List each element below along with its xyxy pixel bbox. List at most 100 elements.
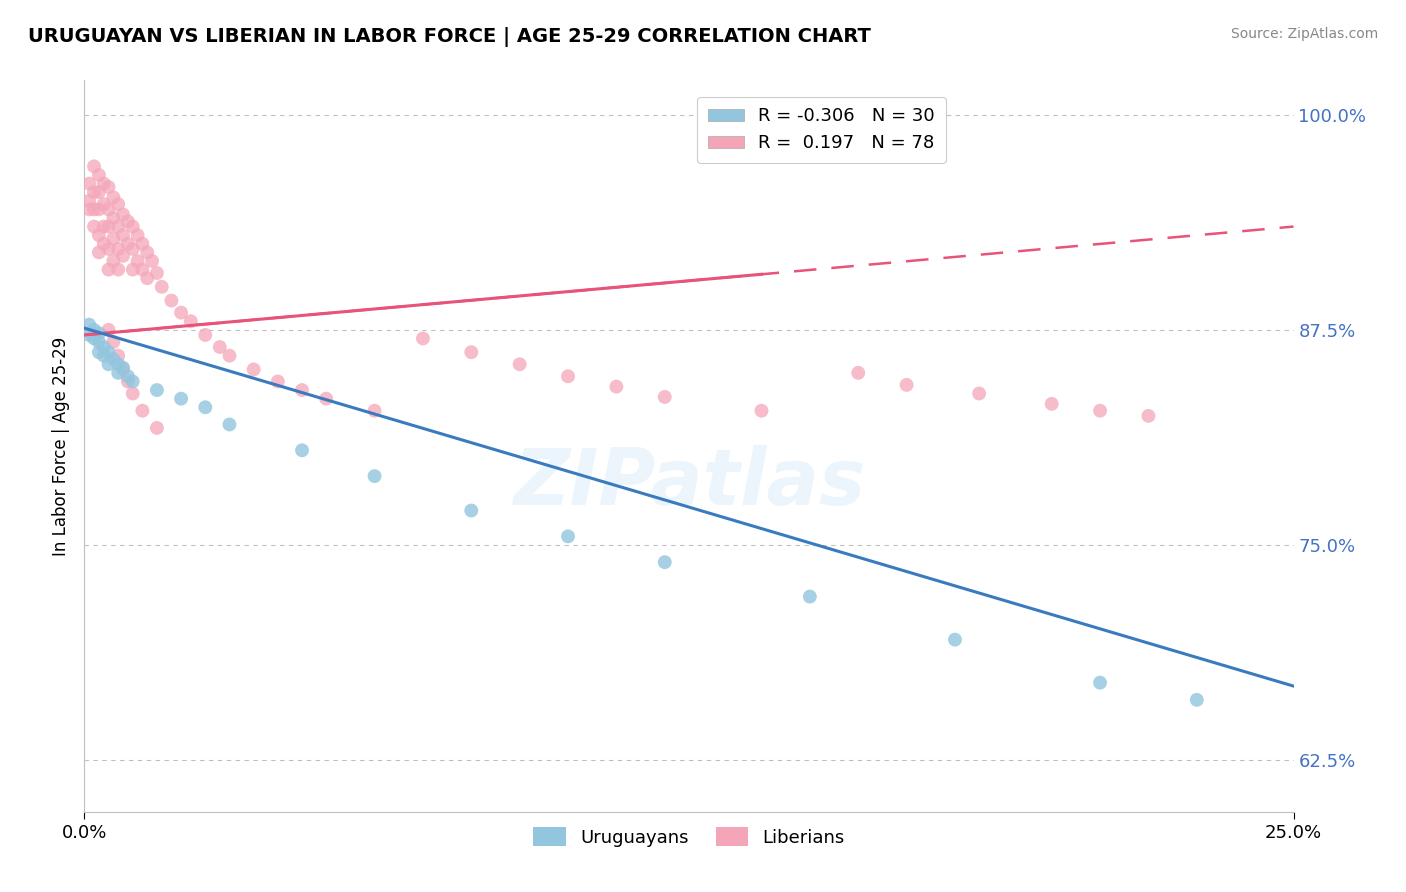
- Point: [121, 242, 143, 256]
- Point: [896, 378, 918, 392]
- Point: [83, 323, 105, 337]
- Point: [83, 202, 105, 217]
- Point: [1088, 403, 1111, 417]
- Text: ZIPatlas: ZIPatlas: [513, 444, 865, 521]
- Point: [103, 190, 125, 204]
- Point: [967, 386, 990, 401]
- Point: [242, 362, 264, 376]
- Point: [87, 345, 110, 359]
- Point: [605, 379, 627, 393]
- Point: [87, 168, 110, 182]
- Point: [97, 323, 120, 337]
- Point: [150, 280, 173, 294]
- Point: [291, 443, 314, 458]
- Point: [117, 375, 139, 389]
- Point: [557, 529, 579, 543]
- Point: [107, 366, 129, 380]
- Point: [103, 232, 125, 246]
- Point: [218, 349, 240, 363]
- Point: [1185, 693, 1208, 707]
- Point: [131, 403, 153, 417]
- Point: [87, 326, 110, 341]
- Point: [127, 254, 149, 268]
- Point: [363, 403, 385, 417]
- Point: [83, 219, 105, 234]
- Point: [121, 386, 143, 401]
- Point: [93, 340, 115, 354]
- Point: [146, 421, 169, 435]
- Point: [97, 345, 120, 359]
- Point: [460, 345, 482, 359]
- Point: [218, 417, 240, 432]
- Point: [103, 334, 125, 349]
- Text: Source: ZipAtlas.com: Source: ZipAtlas.com: [1230, 27, 1378, 41]
- Point: [87, 334, 110, 349]
- Point: [1040, 397, 1063, 411]
- Point: [107, 197, 129, 211]
- Point: [315, 392, 337, 406]
- Point: [180, 314, 202, 328]
- Point: [136, 245, 159, 260]
- Point: [112, 207, 135, 221]
- Point: [170, 305, 193, 319]
- Point: [77, 202, 100, 217]
- Point: [412, 331, 434, 345]
- Point: [93, 236, 115, 251]
- Point: [943, 632, 966, 647]
- Point: [97, 219, 120, 234]
- Point: [267, 375, 290, 389]
- Point: [87, 228, 110, 243]
- Point: [77, 318, 100, 332]
- Point: [112, 228, 135, 243]
- Point: [77, 177, 100, 191]
- Point: [208, 340, 231, 354]
- Point: [846, 366, 869, 380]
- Text: URUGUAYAN VS LIBERIAN IN LABOR FORCE | AGE 25-29 CORRELATION CHART: URUGUAYAN VS LIBERIAN IN LABOR FORCE | A…: [28, 27, 870, 46]
- Point: [87, 185, 110, 199]
- Point: [121, 219, 143, 234]
- Point: [93, 349, 115, 363]
- Point: [97, 357, 120, 371]
- Legend: Uruguayans, Liberians: Uruguayans, Liberians: [526, 820, 852, 854]
- Point: [654, 555, 676, 569]
- Point: [117, 214, 139, 228]
- Point: [107, 242, 129, 256]
- Point: [131, 236, 153, 251]
- Point: [170, 392, 193, 406]
- Point: [112, 360, 135, 375]
- Point: [131, 262, 153, 277]
- Point: [107, 219, 129, 234]
- Point: [83, 159, 105, 173]
- Point: [97, 202, 120, 217]
- Point: [103, 254, 125, 268]
- Point: [1137, 409, 1160, 423]
- Point: [117, 369, 139, 384]
- Point: [83, 185, 105, 199]
- Point: [557, 369, 579, 384]
- Point: [93, 219, 115, 234]
- Point: [146, 383, 169, 397]
- Point: [83, 331, 105, 345]
- Point: [146, 266, 169, 280]
- Point: [799, 590, 821, 604]
- Point: [93, 197, 115, 211]
- Point: [127, 228, 149, 243]
- Point: [87, 245, 110, 260]
- Point: [97, 242, 120, 256]
- Point: [103, 352, 125, 367]
- Y-axis label: In Labor Force | Age 25-29: In Labor Force | Age 25-29: [52, 336, 70, 556]
- Point: [121, 375, 143, 389]
- Point: [654, 390, 676, 404]
- Point: [194, 328, 217, 343]
- Point: [97, 262, 120, 277]
- Point: [121, 262, 143, 277]
- Point: [509, 357, 531, 371]
- Point: [136, 271, 159, 285]
- Point: [97, 180, 120, 194]
- Point: [77, 328, 100, 343]
- Point: [194, 401, 217, 415]
- Point: [103, 211, 125, 225]
- Point: [112, 249, 135, 263]
- Point: [141, 254, 163, 268]
- Point: [77, 194, 100, 208]
